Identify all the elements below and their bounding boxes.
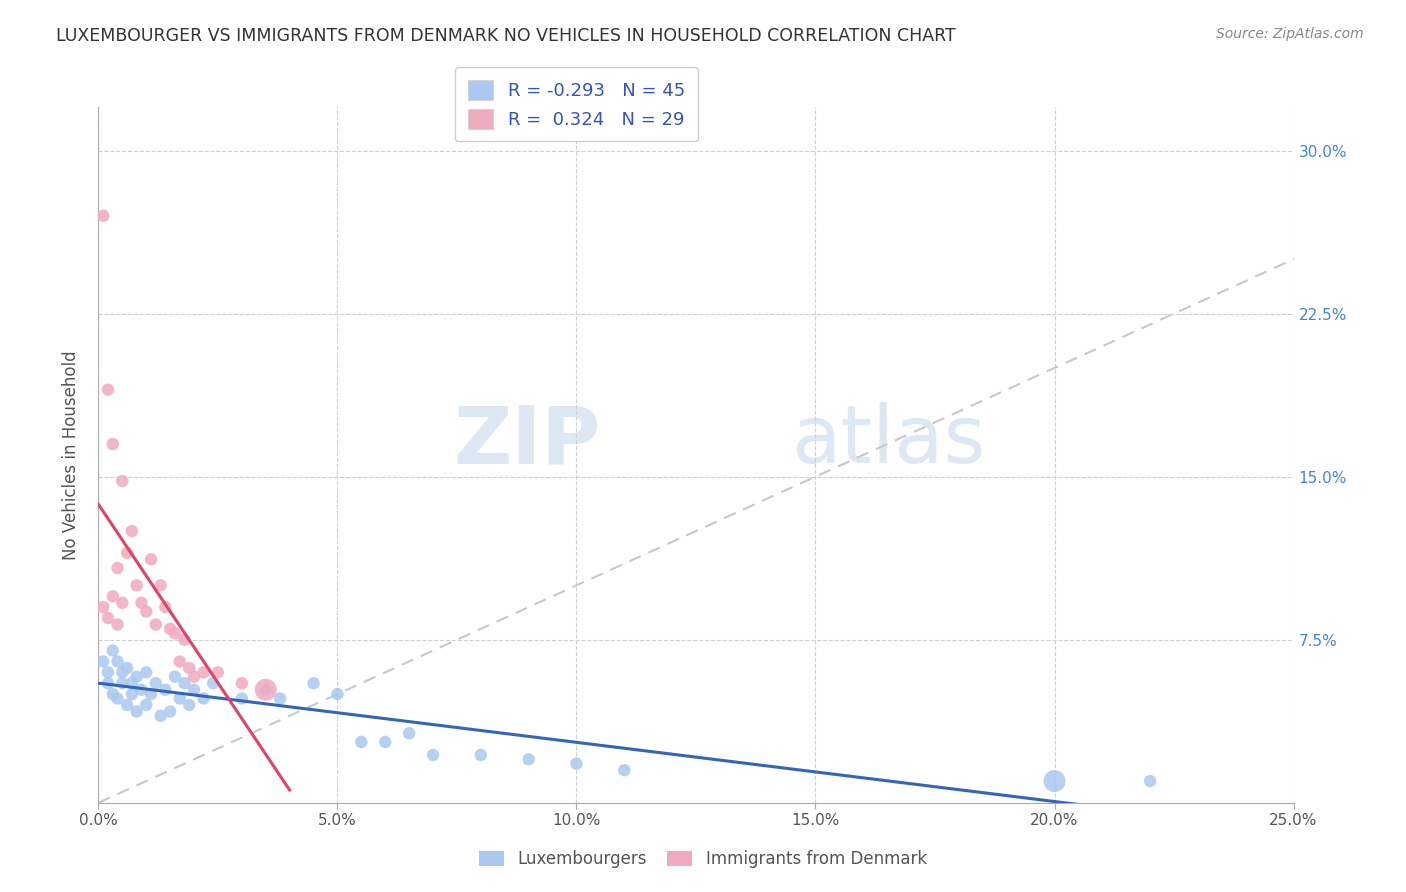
Point (101, 589, 124, 603)
Point (269, 691, 291, 706)
Point (139, 687, 162, 701)
Point (145, 676, 167, 690)
Point (97, 665, 120, 680)
Text: atlas: atlas (792, 402, 986, 480)
Point (193, 691, 215, 706)
Point (125, 670, 148, 684)
Point (135, 665, 157, 680)
Point (254, 682, 277, 697)
Point (155, 682, 177, 697)
Point (149, 578, 172, 592)
Point (207, 665, 229, 680)
Text: ZIP: ZIP (453, 402, 600, 480)
Point (111, 596, 134, 610)
Point (231, 691, 253, 706)
Point (155, 600, 177, 615)
Text: Source: ZipAtlas.com: Source: ZipAtlas.com (1216, 27, 1364, 41)
Point (115, 698, 138, 712)
Point (302, 676, 325, 690)
Point (107, 617, 129, 632)
Point (163, 626, 186, 640)
Point (326, 687, 349, 701)
Point (101, 643, 124, 657)
Point (111, 676, 134, 690)
Point (107, 655, 129, 669)
Point (350, 735, 373, 749)
Point (121, 524, 143, 538)
Legend: Luxembourgers, Immigrants from Denmark: Luxembourgers, Immigrants from Denmark (472, 844, 934, 875)
Point (97, 611, 120, 625)
Point (97, 676, 120, 690)
Point (139, 552, 162, 566)
Point (565, 756, 588, 771)
Point (91, 600, 114, 615)
Point (125, 705, 148, 719)
Point (193, 665, 215, 680)
Point (231, 676, 253, 690)
Point (169, 655, 191, 669)
Point (135, 698, 157, 712)
Point (422, 747, 444, 762)
Point (107, 561, 129, 575)
Point (159, 705, 181, 719)
Point (613, 763, 636, 777)
Point (131, 596, 153, 610)
Point (470, 747, 492, 762)
Point (179, 661, 201, 675)
Point (517, 752, 540, 766)
Point (179, 698, 201, 712)
Point (115, 661, 138, 675)
Y-axis label: No Vehicles in Household: No Vehicles in Household (62, 350, 80, 560)
Point (101, 687, 124, 701)
Legend: R = -0.293   N = 45, R =  0.324   N = 29: R = -0.293 N = 45, R = 0.324 N = 29 (456, 68, 697, 142)
Point (107, 691, 129, 706)
Point (121, 676, 143, 690)
Point (91, 655, 114, 669)
Point (159, 622, 181, 636)
Point (91, 209, 114, 223)
Point (145, 617, 167, 632)
Point (97, 383, 120, 397)
Point (254, 682, 277, 697)
Point (173, 676, 195, 690)
Point (131, 682, 153, 697)
Point (163, 670, 186, 684)
Point (374, 735, 396, 749)
Point (169, 691, 191, 706)
Point (135, 605, 157, 619)
Point (398, 726, 420, 740)
Point (149, 708, 172, 723)
Point (173, 632, 195, 647)
Point (111, 474, 134, 488)
Point (115, 546, 138, 560)
Point (125, 578, 148, 592)
Point (1139, 774, 1161, 789)
Point (183, 682, 205, 697)
Point (183, 670, 205, 684)
Point (1043, 774, 1066, 789)
Text: LUXEMBOURGER VS IMMIGRANTS FROM DENMARK NO VEHICLES IN HOUSEHOLD CORRELATION CHA: LUXEMBOURGER VS IMMIGRANTS FROM DENMARK … (56, 27, 956, 45)
Point (202, 676, 225, 690)
Point (121, 687, 143, 701)
Point (101, 437, 124, 451)
Point (111, 665, 134, 680)
